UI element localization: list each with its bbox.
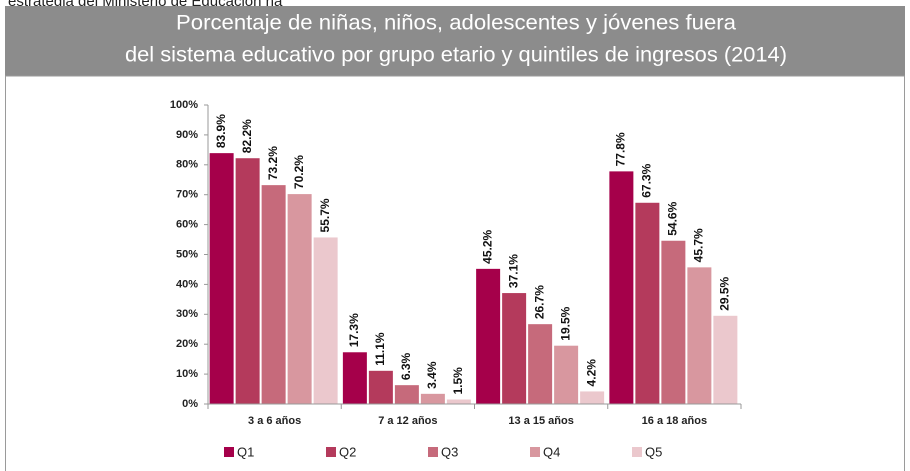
bar: [661, 240, 686, 404]
value-label: 3.4%: [425, 361, 439, 389]
intro-text: estrategia del Ministerio de Educación h…: [8, 0, 283, 10]
bar: [687, 267, 712, 404]
bar: [635, 202, 660, 404]
bar: [209, 153, 234, 404]
y-tick-label: 0%: [182, 398, 198, 410]
bar: [287, 194, 312, 404]
x-tick-label: 7 a 12 años: [378, 415, 437, 427]
value-label: 6.3%: [399, 352, 413, 380]
bar: [420, 393, 445, 404]
value-label: 54.6%: [666, 201, 680, 235]
legend-swatch: [530, 447, 540, 457]
bar: [368, 370, 393, 404]
x-tick-label: 3 a 6 años: [248, 415, 301, 427]
value-label: 82.2%: [240, 119, 254, 153]
bar: [313, 237, 338, 404]
bar: [554, 345, 579, 404]
value-label: 77.8%: [614, 132, 628, 166]
bar: [713, 315, 738, 404]
value-label: 19.5%: [558, 306, 572, 340]
bar: [261, 185, 286, 404]
y-tick-label: 90%: [176, 129, 198, 141]
y-tick-label: 50%: [176, 248, 198, 260]
chart-title: Porcentaje de niñas, niños, adolescentes…: [176, 12, 736, 35]
y-tick-label: 80%: [176, 159, 198, 171]
value-label: 73.2%: [266, 146, 280, 180]
value-label: 45.2%: [480, 229, 494, 263]
legend-swatch: [632, 447, 642, 457]
y-tick-label: 70%: [176, 189, 198, 201]
chart-title: del sistema educativo por grupo etario y…: [125, 44, 787, 67]
bar: [446, 399, 471, 404]
value-label: 1.5%: [451, 367, 465, 395]
y-tick-label: 100%: [170, 99, 198, 111]
value-label: 26.7%: [532, 285, 546, 319]
value-label: 55.7%: [318, 198, 332, 232]
legend-label: Q3: [441, 444, 458, 459]
value-label: 45.7%: [692, 228, 706, 262]
bar: [609, 171, 634, 404]
legend-label: Q1: [237, 444, 254, 459]
legend-label: Q5: [645, 444, 662, 459]
legend-swatch: [428, 447, 438, 457]
y-tick-label: 10%: [176, 368, 198, 380]
value-label: 29.5%: [718, 276, 732, 310]
bar: [502, 293, 527, 404]
legend-label: Q2: [339, 444, 356, 459]
bar: [528, 324, 553, 404]
bar: [580, 391, 605, 404]
legend-label: Q4: [543, 444, 560, 459]
chart-frame: [5, 75, 905, 471]
y-tick-label: 30%: [176, 308, 198, 320]
value-label: 70.2%: [292, 155, 306, 189]
y-tick-label: 20%: [176, 338, 198, 350]
value-label: 17.3%: [347, 313, 361, 347]
value-label: 83.9%: [214, 114, 228, 148]
y-tick-label: 40%: [176, 278, 198, 290]
value-label: 11.1%: [373, 332, 387, 366]
bar: [235, 158, 260, 404]
bar: [476, 268, 501, 404]
legend-swatch: [326, 447, 336, 457]
x-tick-label: 13 a 15 años: [508, 415, 573, 427]
title-band: [5, 6, 905, 76]
y-tick-label: 60%: [176, 219, 198, 231]
legend-swatch: [224, 447, 234, 457]
value-label: 37.1%: [506, 254, 520, 288]
value-label: 67.3%: [640, 163, 654, 197]
value-label: 4.2%: [584, 359, 598, 387]
bar: [394, 385, 419, 404]
x-tick-label: 16 a 18 años: [642, 415, 707, 427]
bar: [342, 352, 367, 404]
